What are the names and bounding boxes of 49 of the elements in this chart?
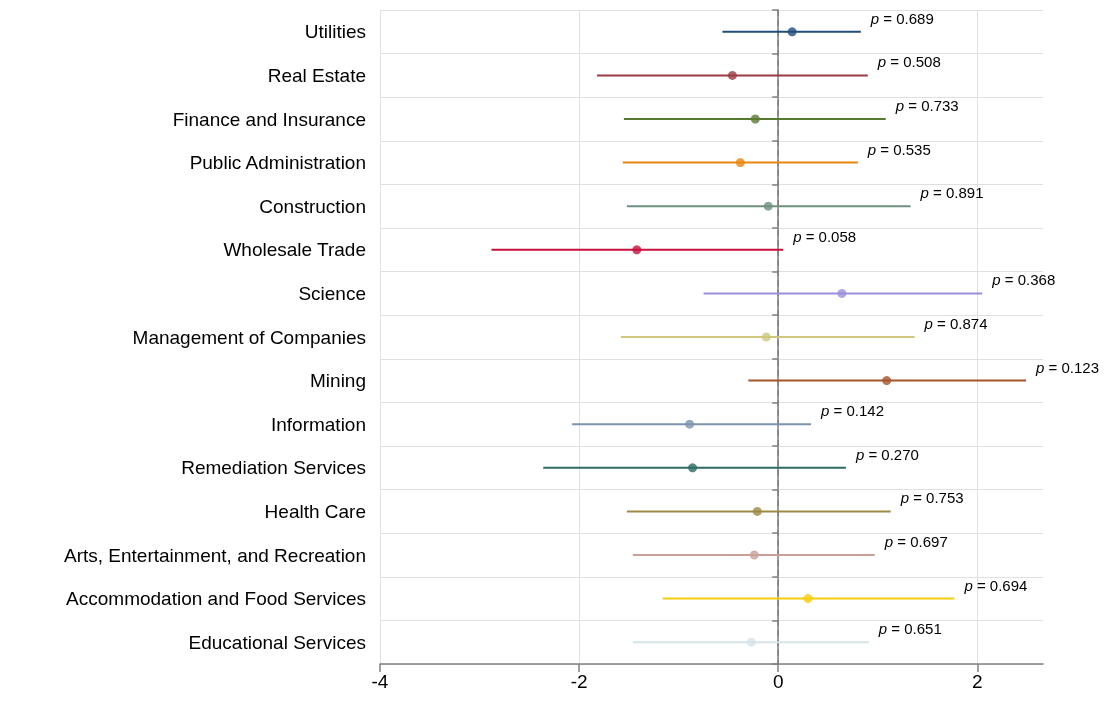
- y-tick-label: Information: [270, 413, 366, 435]
- y-tick-label: Mining: [310, 370, 366, 392]
- y-tick-label: Wholesale Trade: [223, 239, 366, 261]
- y-tick-label: Science: [298, 282, 366, 304]
- annotation: p = 0.368: [991, 271, 1056, 289]
- y-tick-label: Finance and Insurance: [172, 108, 366, 130]
- point: [746, 637, 756, 647]
- annotation: p = 0.651: [877, 620, 942, 638]
- point: [685, 419, 695, 429]
- point: [837, 288, 847, 298]
- y-tick-label: Utilities: [304, 21, 366, 43]
- annotation: p = 0.689: [869, 9, 934, 27]
- annotation: p = 0.874: [923, 315, 988, 332]
- y-tick-label: Arts, Entertainment, and Recreation: [63, 544, 366, 566]
- point: [763, 201, 773, 211]
- annotation: p = 0.697: [883, 533, 948, 550]
- point: [761, 332, 771, 342]
- annotation: p = 0.058: [792, 227, 857, 245]
- point: [803, 594, 813, 604]
- x-tick-label: -4: [371, 671, 389, 692]
- annotation: p = 0.535: [866, 140, 931, 158]
- y-tick-label: Accommodation and Food Services: [66, 588, 366, 610]
- annotation: p = 0.123: [1035, 358, 1100, 376]
- y-tick-label: Construction: [259, 195, 366, 217]
- annotation: p = 0.142: [820, 402, 885, 420]
- point: [735, 158, 745, 168]
- point: [882, 376, 892, 386]
- point: [749, 550, 759, 560]
- annotation: p = 0.733: [894, 97, 959, 114]
- y-tick-label: Educational Services: [188, 631, 366, 653]
- point: [727, 70, 737, 80]
- x-tick-label: -2: [570, 671, 588, 692]
- point: [688, 463, 698, 473]
- point: [750, 114, 760, 124]
- y-tick-label: Health Care: [264, 500, 366, 522]
- annotation: p = 0.694: [963, 576, 1028, 594]
- annotation: p = 0.508: [876, 53, 941, 71]
- annotation: p = 0.270: [854, 445, 919, 463]
- y-tick-label: Public Administration: [189, 152, 366, 174]
- x-tick-label: 2: [972, 671, 983, 692]
- annotation: p = 0.753: [899, 489, 964, 507]
- point: [632, 245, 642, 255]
- y-tick-label: Real Estate: [267, 64, 366, 86]
- point: [752, 506, 762, 516]
- point: [787, 27, 797, 37]
- annotation: p = 0.891: [919, 184, 984, 202]
- y-tick-label: Management of Companies: [132, 326, 366, 348]
- x-tick-label: 0: [772, 671, 784, 692]
- y-tick-label: Remediation Services: [181, 457, 366, 479]
